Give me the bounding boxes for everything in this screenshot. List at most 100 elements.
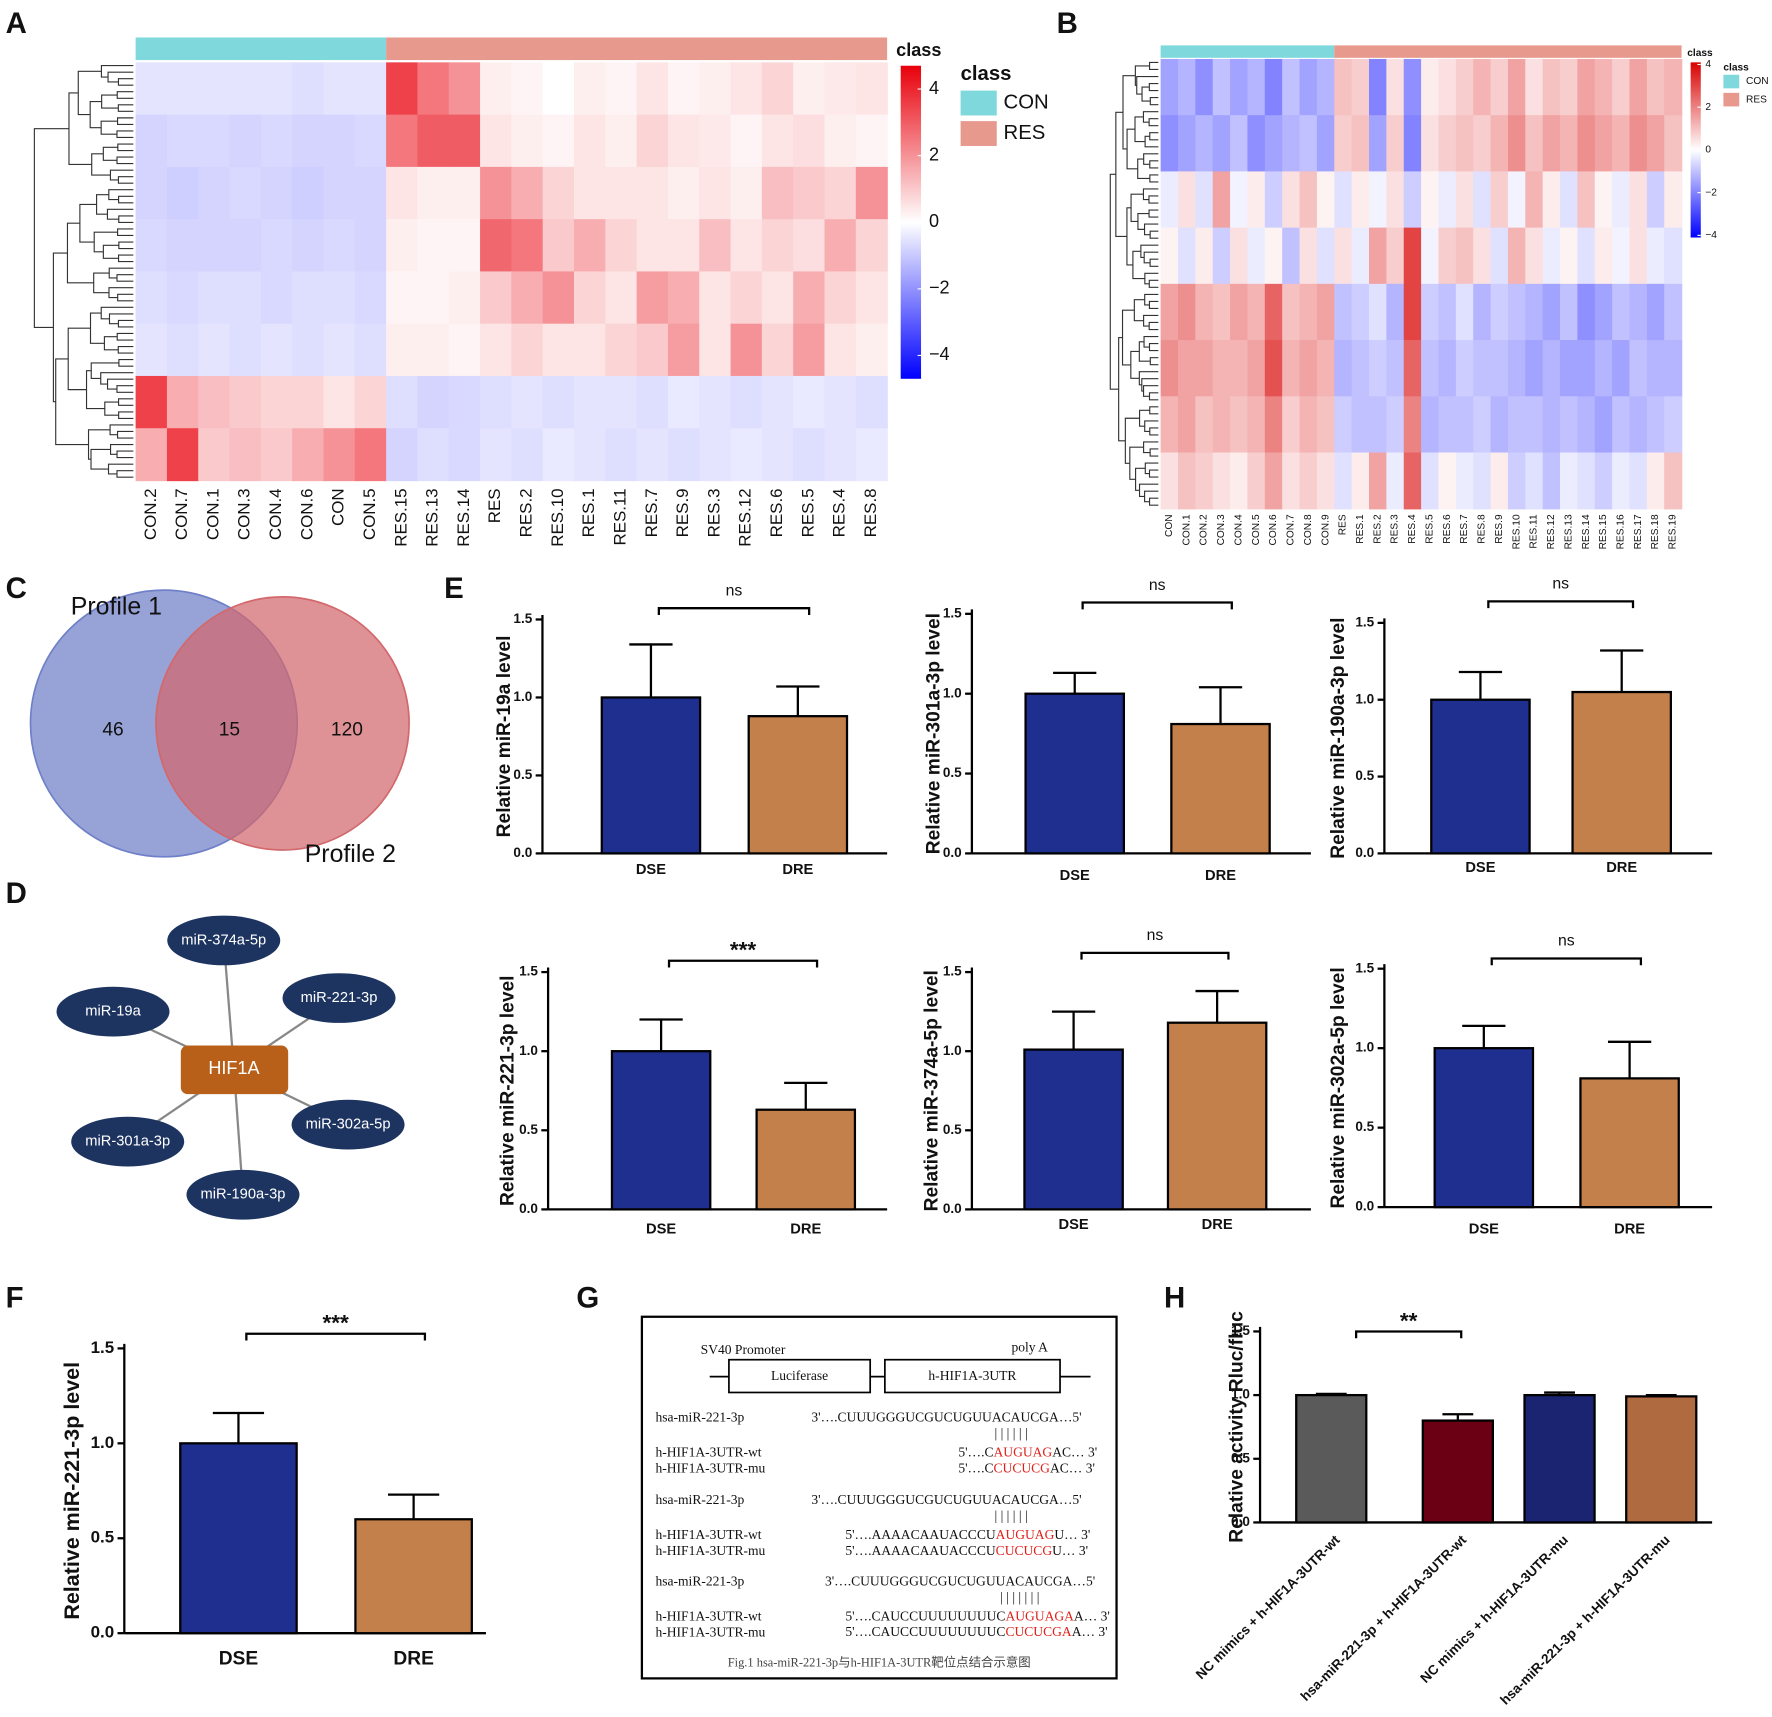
mirna-seq: 3'….CUUUGGGUCGUCUGUUACAUCGA…5': [811, 1410, 1081, 1425]
dendrogram: [100, 306, 134, 320]
mirna-name: hsa-miR-221-3p: [655, 1492, 744, 1507]
heatmap-cell: [1629, 171, 1648, 229]
heatmap-cell: [855, 166, 888, 220]
heatmap-cell: [761, 271, 794, 325]
set-label: Profile 1: [71, 593, 162, 621]
dendrogram: [1149, 132, 1159, 141]
heatmap-cell: [1507, 171, 1526, 229]
heatmap-cell: [198, 428, 231, 482]
mirna-seq: 3'….CUUUGGGUCGUCUGUUACAUCGA…5': [825, 1573, 1095, 1588]
heatmap-cell: [1542, 115, 1561, 173]
heatmap-cell: [1525, 227, 1544, 285]
diagram-frame: [640, 1315, 1118, 1680]
heatmap-cell: [1177, 227, 1197, 285]
heatmap-cell: [636, 62, 669, 116]
heatmap-cell: [1160, 452, 1179, 510]
heatmap-cell: [1299, 283, 1318, 341]
heatmap-cell: [1455, 452, 1474, 510]
dendrogram: [118, 359, 134, 367]
heatmap-cell: [1525, 171, 1544, 229]
column-label: CON.5: [1251, 514, 1262, 545]
mu-name: h-HIF1A-3UTR-mu: [655, 1624, 765, 1639]
column-label: CON.2: [141, 488, 160, 540]
sequence-part: A… 3': [1072, 1624, 1108, 1639]
heatmap-cell: [1629, 283, 1648, 341]
heatmap-cell: [1560, 283, 1579, 341]
legend-label: RES: [1746, 94, 1767, 105]
wt-name: h-HIF1A-3UTR-wt: [655, 1445, 761, 1460]
heatmap-cell: [448, 219, 481, 273]
mirna-label: miR-301a-3p: [85, 1133, 170, 1149]
heatmap-cell: [1646, 227, 1665, 285]
heatmap-cell: [824, 166, 857, 220]
heatmap-cell: [1525, 58, 1544, 116]
heatmap-cell: [1247, 227, 1266, 285]
heatmap-cell: [793, 428, 826, 482]
dendrogram: [116, 91, 134, 99]
y-axis-label: Relative miR-374a-5p level: [921, 970, 942, 1211]
heatmap-cell: [323, 375, 356, 429]
heatmap-cell: [605, 114, 638, 168]
heatmap-cell: [1316, 58, 1335, 116]
heatmap-cell: [511, 375, 544, 429]
heatmap-cell: [1612, 171, 1631, 229]
heatmap-cell: [1473, 283, 1492, 341]
dendrogram: [116, 156, 134, 165]
heatmap-cell: [292, 114, 325, 168]
legend-label: CON: [1004, 91, 1049, 113]
heatmap-cell: [1316, 340, 1335, 397]
heatmap-cell: [1473, 396, 1492, 454]
heatmap-cell: [1351, 340, 1370, 397]
y-tick-label: 1.0: [1355, 1040, 1374, 1055]
heatmap-cell: [229, 323, 262, 377]
class-bar: [1160, 45, 1335, 58]
dendrogram: [1148, 118, 1159, 127]
heatmap-cell: [667, 428, 700, 482]
heatmap-cell: [1334, 115, 1353, 173]
mirna-node: [282, 973, 396, 1023]
heatmap-cell: [573, 166, 606, 220]
heatmap-cell: [229, 375, 262, 429]
heatmap-cell: [1351, 227, 1370, 285]
dendrogram: [102, 146, 118, 161]
dendrogram: [117, 143, 134, 152]
heatmap-cell: [198, 62, 231, 116]
heatmap-cell: [166, 428, 199, 482]
colorbar-tick-label: 2: [929, 144, 939, 164]
dendrogram: [1118, 336, 1126, 442]
y-tick-label: 1.5: [519, 964, 538, 979]
dendrogram: [1149, 97, 1159, 106]
heatmap-cell: [824, 271, 857, 325]
heatmap-cell: [480, 271, 513, 325]
heatmap-cell: [1438, 115, 1457, 173]
class-bar: [386, 37, 888, 61]
heatmap-cell: [1646, 58, 1665, 116]
heatmap-cell: [1177, 283, 1197, 341]
heatmap-cell: [1282, 340, 1301, 397]
column-label: CON.4: [266, 488, 285, 540]
heatmap-cell: [1438, 58, 1457, 116]
bar: [1421, 1419, 1494, 1524]
y-tick-label: 0.0: [1231, 1514, 1250, 1529]
heatmap-cell: [480, 375, 513, 429]
y-tick-label: 1.5: [1231, 1323, 1250, 1338]
dendrogram: [108, 189, 134, 201]
dendrogram: [118, 215, 134, 223]
heatmap-cell: [1369, 283, 1388, 341]
heatmap-cell: [573, 271, 606, 325]
dendrogram: [106, 208, 134, 220]
heatmap-cell: [1403, 452, 1422, 510]
heatmap-cell: [1369, 452, 1388, 510]
heatmap-cell: [1195, 115, 1214, 173]
class-bar: [1334, 45, 1682, 58]
significance-label: ns: [726, 582, 743, 599]
column-label: CON.2: [1199, 514, 1210, 545]
heatmap-cell: [354, 219, 387, 273]
heatmap-cell: [1594, 283, 1613, 341]
dendrogram: [1132, 250, 1145, 280]
y-axis-label: Relative activity Rluc/fluc: [1227, 1311, 1248, 1543]
significance-label: ns: [1558, 933, 1575, 950]
heatmap-cell: [135, 114, 168, 168]
dendrogram: [1142, 188, 1159, 201]
y-tick-label: 1.0: [519, 1043, 538, 1058]
